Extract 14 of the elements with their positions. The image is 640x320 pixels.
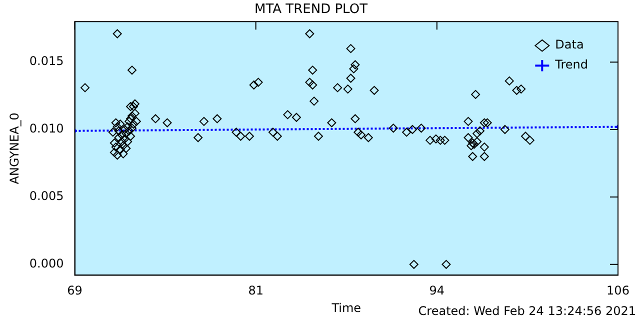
y-tick-label: 0.000 xyxy=(29,256,64,271)
x-axis-title: Time xyxy=(330,300,362,315)
y-tick-label: 0.010 xyxy=(29,122,64,136)
x-tick-label: 106 xyxy=(606,284,630,298)
chart-title: MTA TREND PLOT xyxy=(254,2,368,18)
x-tick-label: 81 xyxy=(248,284,264,298)
text: Created: Wed Feb 24 13:24:56 2021 xyxy=(418,304,636,318)
x-tick-label: 94 xyxy=(429,284,445,298)
legend-label: Trend xyxy=(554,58,588,72)
y-axis-title: ANGYNEA_0 xyxy=(7,112,22,184)
y-tick-label: 0.005 xyxy=(29,189,64,204)
x-tick-label: 69 xyxy=(67,284,82,298)
y-tick-label: 0.015 xyxy=(29,54,64,68)
legend-label: Data xyxy=(555,38,584,52)
